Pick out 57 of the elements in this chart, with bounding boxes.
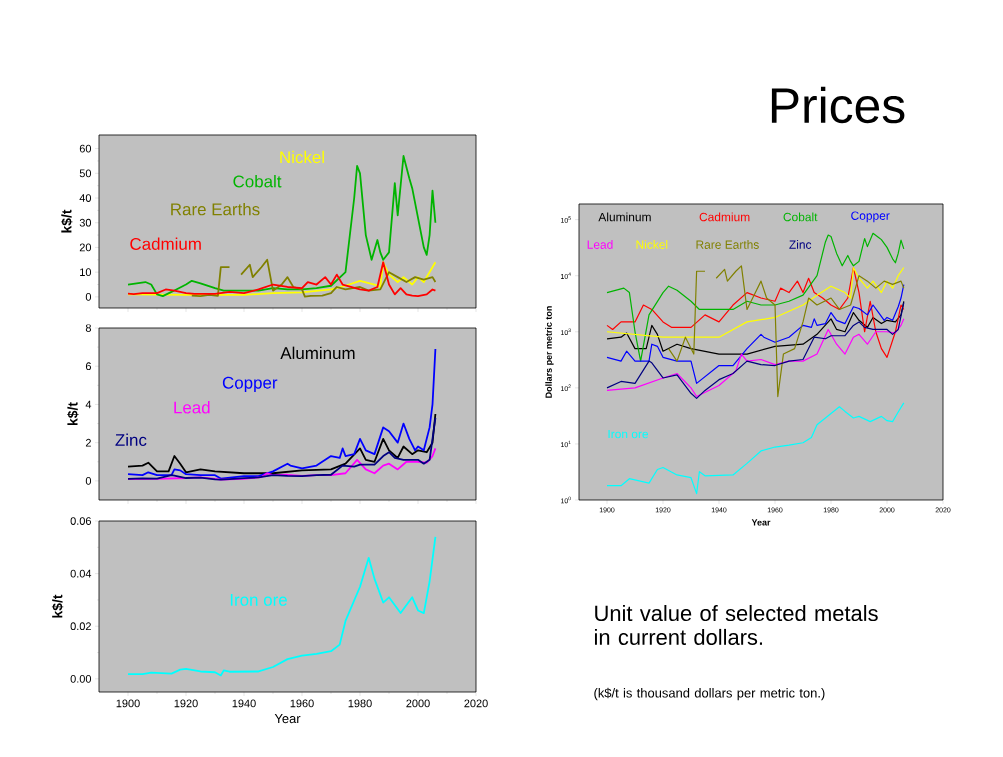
text: Aluminum (280, 346, 355, 360)
text: Iron ore (608, 429, 649, 439)
x-tick-label: 1900 (116, 699, 140, 708)
chart-title: Prices (771, 86, 905, 124)
y-tick-label: 0.00 (70, 674, 92, 683)
line-series (606, 318, 905, 398)
x-axis-title: Year (751, 519, 771, 526)
series-label: Rare Earths (696, 240, 759, 249)
text: Copper (222, 376, 278, 393)
line-series (606, 284, 905, 385)
text: Cadmium (130, 237, 201, 250)
line-series (606, 266, 905, 338)
y-axis-title: k$/t (51, 594, 64, 618)
text: Cobalt (233, 175, 282, 188)
text: Nickel (636, 240, 668, 249)
y-axis-title: k$/t (67, 402, 79, 426)
y-tick-label: 0.06 (70, 517, 91, 525)
x-tick-label: 1940 (232, 699, 256, 708)
series-label: Zinc (115, 433, 147, 447)
y-tick-label: 30 (79, 218, 92, 227)
y-tick-label: 6 (85, 362, 91, 371)
y-tick-label: 60 (79, 144, 92, 153)
text: Lead (587, 240, 613, 249)
text: Aluminum (598, 212, 651, 222)
text: Nickel (280, 150, 324, 164)
y-tick-label: 40 (79, 194, 92, 202)
y-axis-title: k$/t (61, 209, 73, 233)
y-tick-label: 10 (80, 268, 92, 277)
series-label: Cobalt (783, 212, 818, 222)
x-tick-label: 2000 (406, 699, 430, 708)
y-tick-label: 0 (85, 293, 92, 301)
x-tick-label: 1920 (174, 699, 198, 708)
y-tick-label: 8 (85, 324, 91, 332)
text: Cadmium (699, 212, 750, 222)
y-tick-label: 4 (85, 400, 92, 409)
y-tick-label: 2 (85, 438, 91, 447)
y-tick-label: 20 (79, 243, 92, 252)
text: (k$/t is thousand dollars per metric ton.) (594, 687, 825, 701)
line-series (606, 300, 905, 355)
x-tick-label: 1960 (290, 699, 314, 708)
text: Iron ore (230, 594, 287, 606)
y-tick-label: 0.02 (70, 622, 91, 631)
text: Copper (851, 211, 890, 223)
y-tick-label: 0.04 (70, 569, 92, 578)
line-series (606, 402, 905, 495)
x-tick-label: 2020 (464, 699, 488, 708)
text: Unit value of selected metals in current dollars. (595, 604, 878, 646)
text: Lead (174, 401, 210, 414)
y-tick-label: 50 (79, 169, 92, 178)
y-axis-title: Dollars per metric ton (545, 306, 554, 398)
line-series (127, 535, 437, 677)
text: Rare Earths (171, 202, 260, 216)
y-tick-label: 0 (85, 477, 92, 485)
text: Zinc (789, 240, 812, 249)
x-axis-title: Year (274, 714, 301, 724)
x-tick-label: 1980 (348, 699, 372, 708)
line-series (606, 266, 905, 358)
